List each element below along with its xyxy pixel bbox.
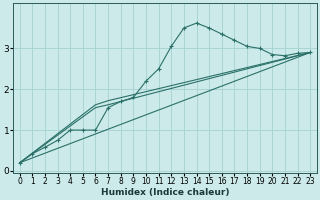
X-axis label: Humidex (Indice chaleur): Humidex (Indice chaleur) <box>101 188 229 197</box>
